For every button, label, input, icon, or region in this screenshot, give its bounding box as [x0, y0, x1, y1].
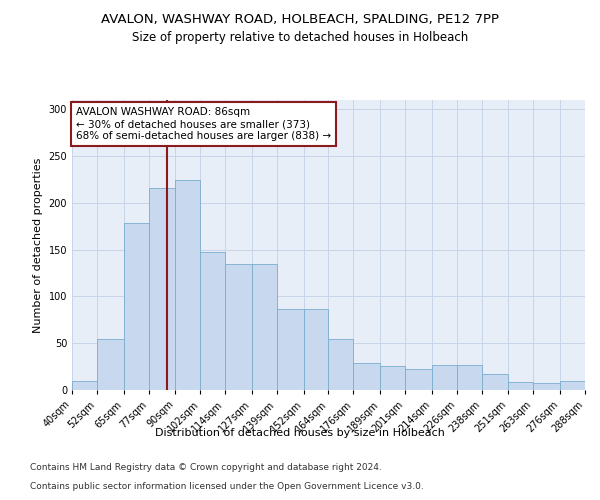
Text: AVALON WASHWAY ROAD: 86sqm
← 30% of detached houses are smaller (373)
68% of sem: AVALON WASHWAY ROAD: 86sqm ← 30% of deta…: [76, 108, 331, 140]
Bar: [252, 264, 277, 390]
Bar: [533, 382, 560, 390]
Bar: [353, 363, 380, 390]
Text: Contains HM Land Registry data © Crown copyright and database right 2024.: Contains HM Land Registry data © Crown c…: [30, 464, 382, 472]
Y-axis label: Number of detached properties: Number of detached properties: [33, 158, 43, 332]
Text: Size of property relative to detached houses in Holbeach: Size of property relative to detached ho…: [132, 31, 468, 44]
Bar: [277, 308, 304, 390]
Bar: [380, 366, 405, 390]
Bar: [304, 308, 329, 390]
Bar: [508, 382, 533, 390]
Bar: [457, 364, 482, 390]
Bar: [200, 252, 225, 390]
Bar: [149, 188, 175, 390]
Bar: [560, 380, 585, 390]
Bar: [225, 264, 252, 390]
Text: AVALON, WASHWAY ROAD, HOLBEACH, SPALDING, PE12 7PP: AVALON, WASHWAY ROAD, HOLBEACH, SPALDING…: [101, 12, 499, 26]
Bar: [329, 338, 353, 390]
Text: Contains public sector information licensed under the Open Government Licence v3: Contains public sector information licen…: [30, 482, 424, 491]
Bar: [72, 380, 97, 390]
Bar: [432, 364, 457, 390]
Bar: [124, 224, 149, 390]
Bar: [482, 374, 508, 390]
Bar: [97, 338, 124, 390]
Text: Distribution of detached houses by size in Holbeach: Distribution of detached houses by size …: [155, 428, 445, 438]
Bar: [175, 180, 200, 390]
Bar: [405, 370, 432, 390]
